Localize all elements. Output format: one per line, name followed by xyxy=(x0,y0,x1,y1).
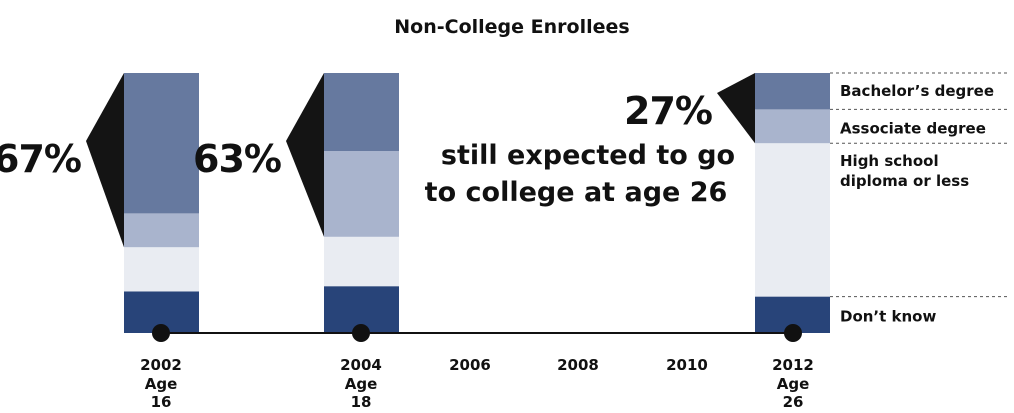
bar-2002-segment-1 xyxy=(124,247,199,292)
bar-2002-segment-2 xyxy=(124,213,199,248)
callout-value-2004: 63% xyxy=(193,137,281,181)
timeline-dot-2004 xyxy=(352,324,370,342)
tick-year-2006: 2006 xyxy=(449,356,491,374)
legend-high-school-line-2: diploma or less xyxy=(840,172,969,190)
tick-age-2002: 16 xyxy=(151,393,172,411)
tick-age-label-2004: Age xyxy=(345,375,378,393)
legend-high-school-line-1: High school xyxy=(840,152,939,170)
legend-dont-know: Don’t know xyxy=(840,308,936,326)
chart-title: Non-College Enrollees xyxy=(394,16,629,38)
bar-2012-segment-1 xyxy=(755,143,830,297)
legend-bachelors: Bachelor’s degree xyxy=(840,82,994,100)
tick-year-2010: 2010 xyxy=(666,356,708,374)
callout-value-2002: 67% xyxy=(0,137,81,181)
tick-year-2004: 2004 xyxy=(340,356,382,374)
bar-2012-segment-3 xyxy=(755,73,830,110)
tick-year-2012: 2012 xyxy=(772,356,814,374)
callouts: 67% 63% 27% xyxy=(0,73,755,248)
timeline-dot-2012 xyxy=(784,324,802,342)
legend: Bachelor’s degree Associate degree High sc… xyxy=(830,72,1008,326)
legend-associate: Associate degree xyxy=(840,119,986,137)
timeline-dot-2002 xyxy=(152,324,170,342)
callout-pointer-2012 xyxy=(717,73,755,144)
tick-year-2008: 2008 xyxy=(557,356,599,374)
callout-pointer-2004 xyxy=(286,73,324,237)
bar-2002-segment-3 xyxy=(124,73,199,214)
tick-age-label-2002: Age xyxy=(145,375,178,393)
annotation-line-1: still expected to go xyxy=(441,140,735,171)
tick-age-2012: 26 xyxy=(783,393,804,411)
bar-2012-segment-2 xyxy=(755,109,830,144)
bar-2004-segment-2 xyxy=(324,151,399,237)
bar-2004-segment-3 xyxy=(324,73,399,151)
tick-age-label-2012: Age xyxy=(777,375,810,393)
bar-2004-segment-1 xyxy=(324,236,399,287)
timeline-dots xyxy=(152,324,802,342)
callout-value-2012: 27% xyxy=(624,89,712,133)
annotation-line-2: to college at age 26 xyxy=(425,177,728,208)
tick-year-2002: 2002 xyxy=(140,356,182,374)
tick-age-2004: 18 xyxy=(351,393,372,411)
callout-pointer-2002 xyxy=(86,73,124,248)
